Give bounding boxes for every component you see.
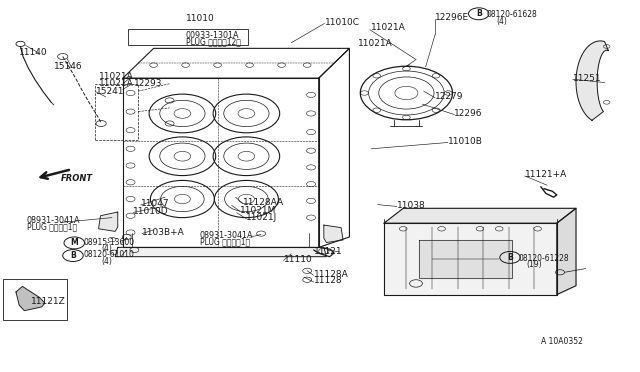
Text: (4): (4) [101, 257, 112, 266]
Text: 11010D: 11010D [133, 207, 169, 216]
Polygon shape [115, 247, 326, 257]
Text: 11010B: 11010B [448, 137, 483, 146]
Text: A 10A0352: A 10A0352 [541, 337, 582, 346]
Text: 08915-13600: 08915-13600 [83, 238, 134, 247]
Text: (19): (19) [526, 260, 541, 269]
Polygon shape [16, 286, 45, 311]
Text: 11047: 11047 [141, 199, 170, 208]
Text: 11121+A: 11121+A [525, 170, 567, 179]
Text: 08120-61228: 08120-61228 [518, 254, 569, 263]
Text: 11021A: 11021A [371, 23, 406, 32]
Text: 15241: 15241 [96, 87, 125, 96]
Text: 11128AA: 11128AA [243, 198, 284, 207]
Polygon shape [557, 208, 576, 295]
Text: 11140: 11140 [19, 48, 48, 57]
Text: 08931-3041A: 08931-3041A [200, 231, 253, 240]
Polygon shape [324, 225, 343, 243]
Text: B: B [476, 9, 481, 18]
Text: 12296E: 12296E [435, 13, 469, 22]
Text: (4): (4) [496, 17, 507, 26]
Text: FRONT: FRONT [61, 174, 93, 183]
Text: 11038: 11038 [397, 201, 426, 210]
Polygon shape [576, 41, 609, 120]
Text: PLUG プラグ（1）: PLUG プラグ（1） [200, 237, 250, 246]
Text: 11110: 11110 [284, 255, 312, 264]
Text: 11021J: 11021J [246, 213, 278, 222]
Polygon shape [419, 240, 512, 278]
Text: 12279: 12279 [435, 92, 464, 101]
Text: 11021A: 11021A [99, 79, 134, 88]
Text: 11251: 11251 [573, 74, 602, 83]
Text: 11021M: 11021M [240, 206, 276, 215]
Text: B: B [508, 253, 513, 262]
Text: 1103B+A: 1103B+A [142, 228, 185, 237]
Text: 08120-61010: 08120-61010 [83, 250, 134, 259]
Text: 12296: 12296 [454, 109, 483, 118]
Polygon shape [384, 223, 557, 295]
Text: (4): (4) [101, 244, 112, 253]
Text: 11021A: 11021A [358, 39, 393, 48]
Text: PLUG プラグ（12）: PLUG プラグ（12） [186, 37, 241, 46]
Text: 11121Z: 11121Z [31, 297, 65, 306]
Text: M: M [70, 238, 78, 247]
Text: 11010C: 11010C [325, 18, 360, 27]
Text: 11128A: 11128A [314, 270, 348, 279]
Text: 08931-3041A: 08931-3041A [27, 216, 81, 225]
Bar [3, 279, 67, 320]
Polygon shape [384, 208, 576, 223]
Polygon shape [99, 212, 118, 231]
Text: 11128: 11128 [314, 276, 342, 285]
Text: 00933-1301A: 00933-1301A [186, 31, 239, 40]
Text: 11021A: 11021A [99, 72, 134, 81]
Text: 15146: 15146 [54, 62, 83, 71]
Text: 12293: 12293 [134, 79, 163, 88]
Bar [95, 84, 138, 140]
Text: 08120-61628: 08120-61628 [486, 10, 537, 19]
Text: PLUG プラグ（1）: PLUG プラグ（1） [27, 222, 77, 231]
Text: 11010: 11010 [186, 14, 214, 23]
Text: B: B [70, 251, 76, 260]
Text: 11121: 11121 [314, 247, 342, 256]
Bar [128, 29, 248, 45]
